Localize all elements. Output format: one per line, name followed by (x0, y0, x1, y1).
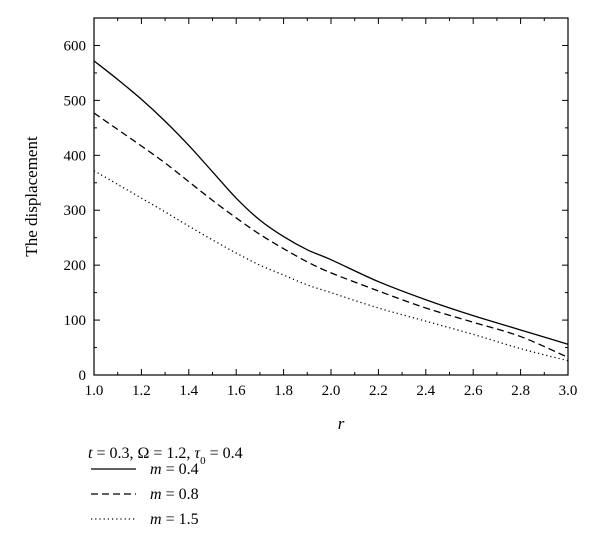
y-tick-label: 500 (64, 93, 87, 109)
x-tick-label: 2.0 (322, 383, 341, 399)
x-tick-label: 3.0 (559, 383, 578, 399)
y-tick-label: 600 (64, 38, 87, 54)
y-tick-label: 400 (64, 148, 87, 164)
legend-parameters: t = 0.3, Ω = 1.2, τ0 = 0.4 (88, 445, 243, 467)
y-axis-label: The displacement (22, 136, 41, 257)
series-line-dashed (93, 112, 569, 359)
y-tick-label: 200 (64, 258, 87, 274)
legend-label: m = 1.5 (150, 511, 199, 528)
x-tick-label: 1.2 (132, 383, 151, 399)
legend-label: m = 0.8 (150, 486, 199, 503)
legend-m-value: 1.5 (179, 511, 199, 528)
series-layer (93, 60, 569, 362)
x-tick-label: 2.4 (416, 383, 435, 399)
x-tick-label: 2.2 (369, 383, 388, 399)
x-tick-label: 1.0 (85, 383, 104, 399)
legend-entries: m = 0.4 m = 0.8 m = 1.5 (91, 461, 199, 528)
x-tick-label: 1.8 (274, 383, 293, 399)
y-tick-label: 300 (64, 203, 87, 219)
y-axis-ticks: 0 100 200 300 400 500 600 (64, 17, 568, 384)
param-t-value: 0.3 (109, 445, 129, 462)
series-line-solid (93, 60, 569, 345)
x-tick-label: 2.8 (511, 383, 530, 399)
y-tick-label: 0 (79, 368, 87, 384)
legend-m-value: 0.4 (179, 461, 199, 478)
x-tick-label: 2.6 (464, 383, 483, 399)
legend-m-value: 0.8 (179, 486, 199, 503)
plot-frame (93, 17, 569, 376)
param-tau0-value: 0.4 (223, 445, 243, 462)
x-tick-label: 1.6 (227, 383, 246, 399)
x-axis-ticks: 1.0 1.2 1.4 1.6 1.8 2.0 2.2 2.4 2.6 2.8 3.0 (85, 18, 578, 399)
series-line-dotted (93, 170, 569, 362)
x-axis-label: r (338, 414, 345, 433)
y-tick-label: 100 (64, 313, 87, 329)
legend-label: m = 0.4 (150, 461, 199, 478)
param-omega-value: 1.2 (166, 445, 186, 462)
legend: t = 0.3, Ω = 1.2, τ0 = 0.4 m = 0.4m = 0.… (88, 445, 243, 528)
x-tick-label: 1.4 (179, 383, 198, 399)
